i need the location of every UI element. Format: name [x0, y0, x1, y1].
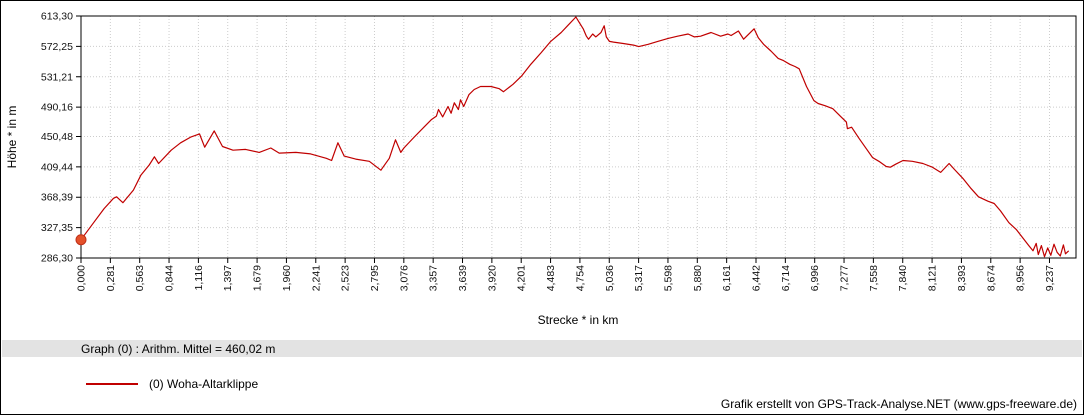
x-tick-label: 0,281 — [105, 265, 117, 291]
x-tick-label: 7,277 — [839, 265, 851, 291]
y-tick-label: 531,21 — [41, 71, 73, 83]
y-tick-label: 368,39 — [41, 192, 73, 204]
y-axis-title: Höhe * in m — [5, 105, 19, 169]
x-tick-label: 4,754 — [574, 265, 586, 291]
legend: (0) Woha-Altarklippe — [86, 377, 258, 391]
x-tick-label: 7,558 — [868, 265, 880, 291]
y-tick-label: 286,30 — [41, 253, 73, 265]
plot-border — [80, 15, 1077, 259]
x-tick-label: 3,076 — [398, 265, 410, 291]
elevation-chart: 613,30 572,25 531,21 490,16 450,48 409,44 368,… — [41, 11, 1077, 291]
x-tick-label: 6,161 — [721, 265, 733, 291]
x-tick-label: 9,237 — [1044, 265, 1056, 291]
x-tick-label: 6,996 — [809, 265, 821, 291]
x-tick-label: 1,679 — [252, 265, 264, 291]
elevation-line — [80, 16, 1070, 258]
y-tick-label: 490,16 — [41, 102, 73, 114]
stats-bar-text: Graph (0) : Arithm. Mittel = 460,02 m — [81, 341, 276, 356]
x-tick-label: 0,844 — [164, 265, 176, 291]
x-tick-label: 7,840 — [897, 265, 909, 291]
x-tick-label: 1,960 — [281, 265, 293, 291]
x-axis-title: Strecke * in km — [537, 313, 619, 327]
x-tick-label: 5,036 — [604, 265, 616, 291]
x-tick-label: 3,639 — [457, 265, 469, 291]
x-tick-label: 5,598 — [662, 265, 674, 291]
x-tick-label: 1,116 — [193, 265, 205, 291]
x-tick-label: 8,393 — [956, 265, 968, 291]
x-tick-label: 2,523 — [340, 265, 352, 291]
x-tick-label: 4,483 — [545, 265, 557, 291]
x-tick-label: 2,241 — [310, 265, 322, 291]
x-tick-label: 8,956 — [1015, 265, 1027, 291]
x-tick-label: 5,880 — [692, 265, 704, 291]
stats-bar: Graph (0) : Arithm. Mittel = 460,02 m — [2, 340, 1082, 357]
legend-line-swatch — [86, 383, 138, 385]
x-tick-label: 0,000 — [76, 265, 88, 291]
x-tick-label: 2,795 — [369, 265, 381, 291]
x-tick-label: 6,714 — [780, 265, 792, 291]
y-tick-label: 613,30 — [41, 11, 73, 23]
y-tick-label: 450,48 — [41, 131, 73, 143]
x-tick-label: 4,201 — [516, 265, 528, 291]
legend-label: (0) Woha-Altarklippe — [149, 377, 259, 391]
x-tick-label: 3,920 — [486, 265, 498, 291]
x-tick-label: 5,317 — [633, 265, 645, 291]
y-tick-label: 572,25 — [41, 41, 73, 53]
x-tick-label: 1,397 — [222, 265, 234, 291]
x-tick-label: 3,357 — [428, 265, 440, 291]
y-tick-label: 409,44 — [41, 161, 73, 173]
track-start-marker — [75, 234, 87, 246]
x-tick-label: 0,563 — [134, 265, 146, 291]
x-tick-label: 6,442 — [750, 265, 762, 291]
x-tick-label: 8,121 — [927, 265, 939, 291]
footer-credit: Grafik erstellt von GPS-Track-Analyse.NE… — [720, 397, 1077, 411]
y-tick-label: 327,35 — [41, 222, 73, 234]
x-tick-label: 8,674 — [985, 265, 997, 291]
